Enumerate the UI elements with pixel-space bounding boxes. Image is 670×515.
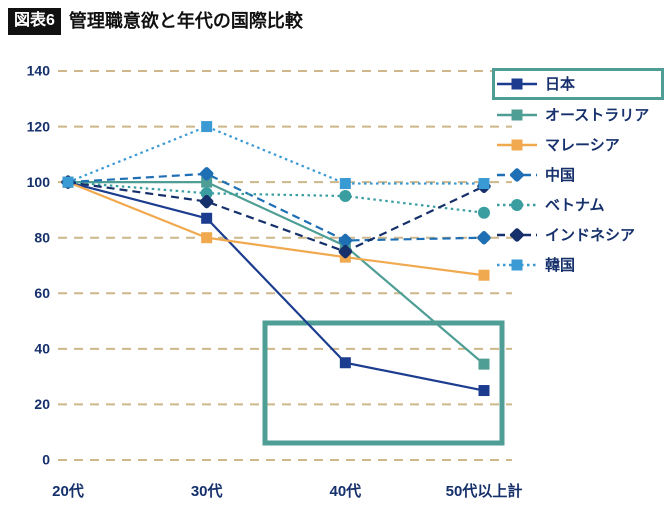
legend-item-日本[interactable]: 日本: [492, 68, 664, 100]
legend-label-インドネシア: インドネシア: [545, 226, 636, 244]
datapoint-マレーシア-50代以上計: [478, 269, 490, 281]
legend-swatch-オーストラリア: [496, 107, 538, 123]
series-line-オーストラリア: [68, 181, 485, 365]
y-tick-label-20: 20: [34, 396, 50, 412]
x-tick-label-3: 50代以上計: [446, 482, 523, 500]
series-line-韓国: [67, 125, 484, 185]
y-tick-label-140: 140: [27, 63, 51, 79]
y-tick-label-120: 120: [27, 118, 51, 134]
datapoint-ベトナム-50代以上計: [478, 206, 490, 219]
legend-marker-icon: [497, 259, 537, 271]
legend-swatch-インドネシア: [496, 227, 538, 243]
x-tick-label-1: 30代: [191, 482, 223, 500]
legend-marker-icon: [497, 199, 537, 211]
datapoint-インドネシア-40代: [338, 244, 353, 259]
datapoint-オーストラリア-30代: [201, 176, 213, 188]
y-tick-label-100: 100: [27, 174, 51, 190]
datapoint-日本-40代: [339, 357, 351, 369]
datapoint-韓国-30代: [201, 121, 213, 133]
datapoint-インドネシア-30代: [199, 194, 214, 209]
y-tick-label-60: 60: [34, 285, 50, 301]
legend-marker-icon: [497, 109, 537, 121]
figure-title: 管理職意欲と年代の国際比較: [68, 11, 303, 31]
datapoint-韓国-40代: [339, 178, 351, 190]
y-tick-label-0: 0: [42, 452, 50, 468]
datapoint-韓国-50代以上計: [478, 178, 490, 190]
legend-marker-icon: [497, 228, 537, 242]
series-line-インドネシア: [67, 181, 485, 253]
series-line-中国: [67, 172, 485, 242]
datapoint-ベトナム-40代: [339, 190, 352, 203]
datapoint-ベトナム-30代: [200, 187, 213, 200]
legend-item-マレーシア[interactable]: マレーシア: [492, 130, 664, 160]
datapoint-韓国-20代: [62, 176, 74, 188]
datapoint-オーストラリア-50代以上計: [478, 358, 490, 370]
legend-swatch-中国: [496, 167, 538, 183]
datapoint-日本-50代以上計: [478, 385, 490, 397]
datapoint-中国-50代以上計: [477, 230, 491, 245]
datapoint-中国-40代: [338, 233, 353, 248]
y-tick-label-80: 80: [34, 229, 50, 245]
legend-marker-icon: [497, 139, 537, 151]
legend-swatch-マレーシア: [496, 137, 538, 153]
legend-label-中国: 中国: [545, 166, 576, 184]
legend-item-中国[interactable]: 中国: [492, 160, 664, 190]
legend-item-オーストラリア[interactable]: オーストラリア: [492, 100, 664, 130]
legend-marker-icon: [497, 78, 537, 90]
legend-label-ベトナム: ベトナム: [545, 196, 605, 214]
page-title: 図表6 管理職意欲と年代の国際比較: [8, 7, 303, 35]
datapoint-中国-30代: [199, 167, 214, 181]
y-tick-label-40: 40: [34, 341, 50, 357]
legend-marker-icon: [497, 168, 537, 182]
legend-item-インドネシア[interactable]: インドネシア: [492, 220, 664, 250]
legend-label-マレーシア: マレーシア: [545, 136, 620, 154]
legend-label-韓国: 韓国: [545, 256, 576, 274]
legend-item-ベトナム[interactable]: ベトナム: [492, 190, 664, 220]
figure-badge: 図表6: [8, 7, 61, 35]
legend-swatch-ベトナム: [496, 197, 538, 213]
legend-label-日本: 日本: [545, 75, 576, 93]
chart-legend: 日本オーストラリア マレーシア中国ベトナムインドネシア 韓国: [492, 68, 664, 280]
legend-label-オーストラリア: オーストラリア: [545, 106, 650, 124]
series-line-日本: [67, 181, 485, 392]
datapoint-マレーシア-30代: [201, 232, 213, 244]
x-tick-label-2: 40代: [329, 482, 361, 500]
legend-swatch-日本: [496, 76, 538, 92]
x-tick-label-0: 20代: [52, 482, 84, 500]
japan-decline-highlight-box: [262, 320, 505, 446]
datapoint-日本-30代: [201, 212, 213, 224]
series-line-マレーシア: [67, 181, 485, 277]
legend-item-韓国[interactable]: 韓国: [492, 250, 664, 280]
legend-swatch-韓国: [496, 257, 538, 273]
